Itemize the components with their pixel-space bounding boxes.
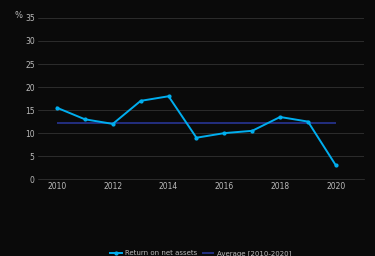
Return on net assets xyxy=(166,95,171,98)
Return on net assets xyxy=(55,106,59,109)
Return on net assets xyxy=(222,132,226,135)
Return on net assets xyxy=(306,120,310,123)
Return on net assets xyxy=(138,99,143,102)
Return on net assets xyxy=(250,129,255,132)
Return on net assets xyxy=(111,122,115,125)
Legend: Return on net assets, Average [2010-2020]: Return on net assets, Average [2010-2020… xyxy=(107,247,294,256)
Return on net assets xyxy=(194,136,199,139)
Line: Return on net assets: Return on net assets xyxy=(56,95,337,167)
Return on net assets xyxy=(82,118,87,121)
Return on net assets xyxy=(278,115,282,119)
Return on net assets xyxy=(334,164,338,167)
Text: %: % xyxy=(15,12,22,20)
